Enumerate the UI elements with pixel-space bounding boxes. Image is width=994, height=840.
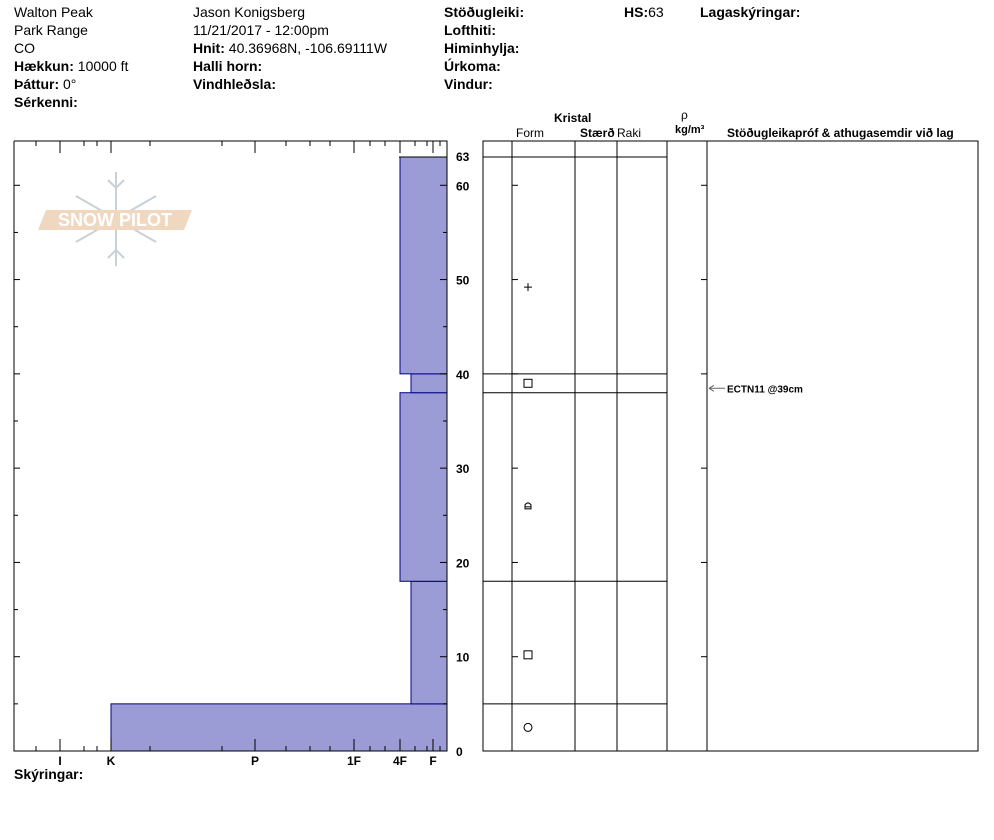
chart-frame: [13, 140, 448, 752]
rounding-faceted-icon: [524, 502, 532, 510]
coords: Hnit: 40.36968N, -106.69111W: [193, 40, 387, 56]
precip-label: Úrkoma:: [444, 58, 501, 74]
slope-label: Halli horn:: [193, 58, 263, 74]
aspect-label: Þáttur:: [14, 76, 60, 92]
y-tick-label: 20: [456, 556, 470, 570]
hardness-bar: [410, 373, 448, 394]
x-tick-label: F: [429, 754, 436, 768]
y-tick-label: 40: [456, 368, 470, 382]
y-tick-label: 50: [456, 274, 470, 288]
stability-label: Stöðugleiki:: [444, 4, 525, 20]
y-tick-label: 60: [456, 179, 470, 193]
hardness-bar: [110, 703, 448, 752]
faceted-icon: [523, 650, 533, 660]
y-tick-label: 30: [456, 462, 470, 476]
x-tick-label: K: [107, 754, 116, 768]
location: Walton Peak: [14, 4, 93, 20]
faceted-icon: [523, 378, 533, 388]
elevation-value: 10000 ft: [77, 58, 129, 74]
table-header-crystal: Kristal: [554, 111, 592, 125]
hs-value: 63: [648, 4, 664, 20]
layer-table: [482, 140, 979, 752]
x-tick-label: I: [58, 754, 61, 768]
table-header-density-unit: kg/m³: [675, 124, 705, 136]
elevation-label: Hækkun:: [14, 58, 74, 74]
table-header-density-symbol: ρ: [681, 108, 688, 122]
notes-label: Skýringar:: [14, 766, 84, 782]
elevation: Hækkun: 10000 ft: [14, 58, 128, 74]
table-header-form: Form: [516, 126, 544, 140]
range: Park Range: [14, 22, 88, 38]
features-label: Sérkenni:: [14, 94, 78, 110]
aspect-value: 0°: [63, 76, 77, 92]
hardness-bar: [399, 392, 448, 582]
coords-value: 40.36968N, -106.69111W: [228, 40, 388, 56]
stability-test-arrow-icon: [708, 384, 725, 392]
hardness-bar: [399, 156, 448, 375]
y-tick-label: 10: [456, 651, 470, 665]
sky-label: Himinhylja:: [444, 40, 520, 56]
stability-test-label: ECTN11 @39cm: [727, 384, 803, 395]
y-tick-label: 63: [456, 150, 470, 164]
table-header-size: Stærð: [580, 126, 615, 140]
table-header-comments: Stöðugleikapróf & athugasemdir við lag: [727, 126, 954, 140]
layer-notes-label: Lagaskýringar:: [700, 4, 801, 20]
datetime: 11/21/2017 - 12:00pm: [193, 22, 329, 38]
x-tick-label: 1F: [347, 754, 361, 768]
observer: Jason Konigsberg: [193, 4, 306, 20]
melt-form-icon: [523, 722, 533, 732]
air-temp-label: Lofthiti:: [444, 22, 497, 38]
hs: HS:63: [624, 4, 664, 20]
y-tick-label: 0: [456, 745, 463, 759]
hs-label: HS:: [624, 4, 649, 20]
coords-label: Hnit:: [193, 40, 225, 56]
x-tick-label: P: [251, 754, 259, 768]
aspect: Þáttur: 0°: [14, 76, 76, 92]
precipitation-icon: [524, 283, 532, 292]
hardness-bar: [410, 580, 448, 705]
state: CO: [14, 40, 35, 56]
wind-label: Vindur:: [444, 76, 493, 92]
wind-loading-label: Vindhleðsla:: [193, 76, 276, 92]
x-tick-label: 4F: [393, 754, 407, 768]
table-header-moisture: Raki: [617, 126, 642, 140]
